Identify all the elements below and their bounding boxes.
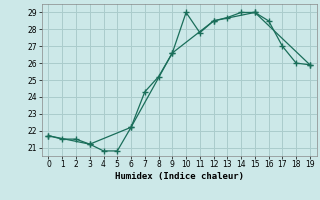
X-axis label: Humidex (Indice chaleur): Humidex (Indice chaleur) (115, 172, 244, 181)
